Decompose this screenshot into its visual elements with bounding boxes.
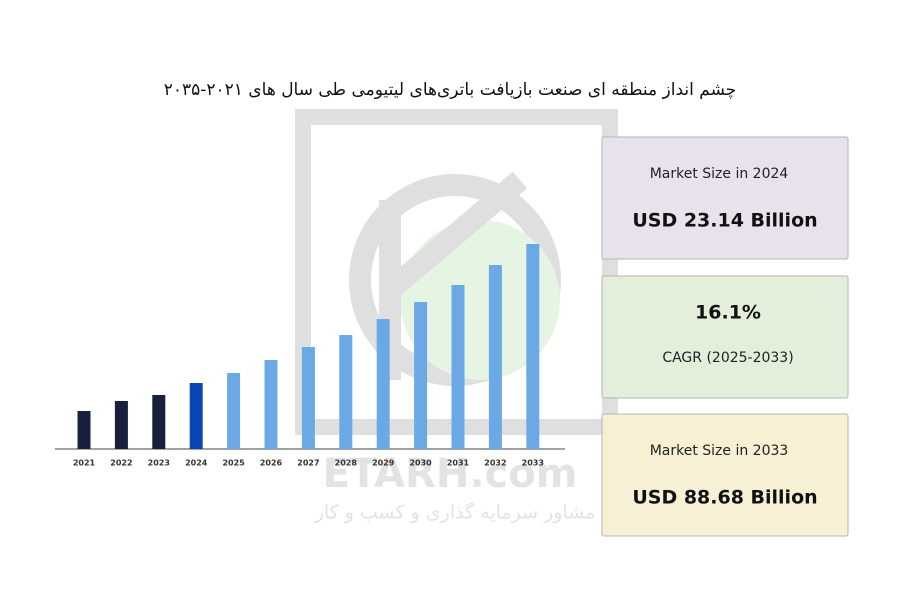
x-tick-label: 2027 bbox=[297, 459, 319, 468]
card-label: Market Size in 2024 bbox=[650, 166, 789, 182]
watermark-brand: ETARH.com bbox=[323, 451, 578, 497]
x-tick-label: 2033 bbox=[522, 459, 544, 468]
watermark-tagline: مشاور سرمایه گذاری و کسب و کار bbox=[314, 501, 596, 524]
x-tick-label: 2029 bbox=[372, 459, 395, 468]
info-card bbox=[601, 275, 849, 399]
bar bbox=[301, 347, 315, 449]
bar bbox=[488, 265, 502, 449]
bar bbox=[227, 373, 241, 449]
bar bbox=[114, 401, 128, 449]
x-tick-label: 2030 bbox=[409, 459, 432, 468]
info-card bbox=[601, 136, 849, 260]
card-value: 16.1% bbox=[695, 302, 761, 324]
bar bbox=[189, 383, 203, 449]
x-tick-label: 2022 bbox=[110, 459, 132, 468]
card-value: USD 88.68 Billion bbox=[632, 487, 817, 509]
card-label: CAGR (2025-2033) bbox=[662, 350, 793, 366]
card-label: Market Size in 2033 bbox=[650, 443, 789, 459]
chart-title: چشم انداز منطقه ای صنعت بازیافت باتری‌ها… bbox=[164, 80, 737, 100]
bar bbox=[414, 302, 428, 449]
x-tick-label: 2024 bbox=[185, 459, 208, 468]
info-card bbox=[601, 413, 849, 537]
bar bbox=[77, 411, 91, 449]
x-tick-label: 2025 bbox=[222, 459, 245, 468]
bar bbox=[264, 360, 278, 449]
card-value: USD 23.14 Billion bbox=[632, 210, 817, 232]
x-tick-label: 2023 bbox=[148, 459, 170, 468]
bar bbox=[152, 395, 166, 449]
x-tick-label: 2031 bbox=[447, 459, 470, 468]
bar bbox=[339, 335, 353, 449]
bar bbox=[526, 244, 540, 449]
x-tick-label: 2032 bbox=[484, 459, 506, 468]
bar bbox=[451, 285, 465, 449]
x-tick-label: 2021 bbox=[73, 459, 96, 468]
bar bbox=[376, 319, 390, 449]
x-tick-label: 2026 bbox=[260, 459, 283, 468]
x-tick-label: 2028 bbox=[335, 459, 358, 468]
